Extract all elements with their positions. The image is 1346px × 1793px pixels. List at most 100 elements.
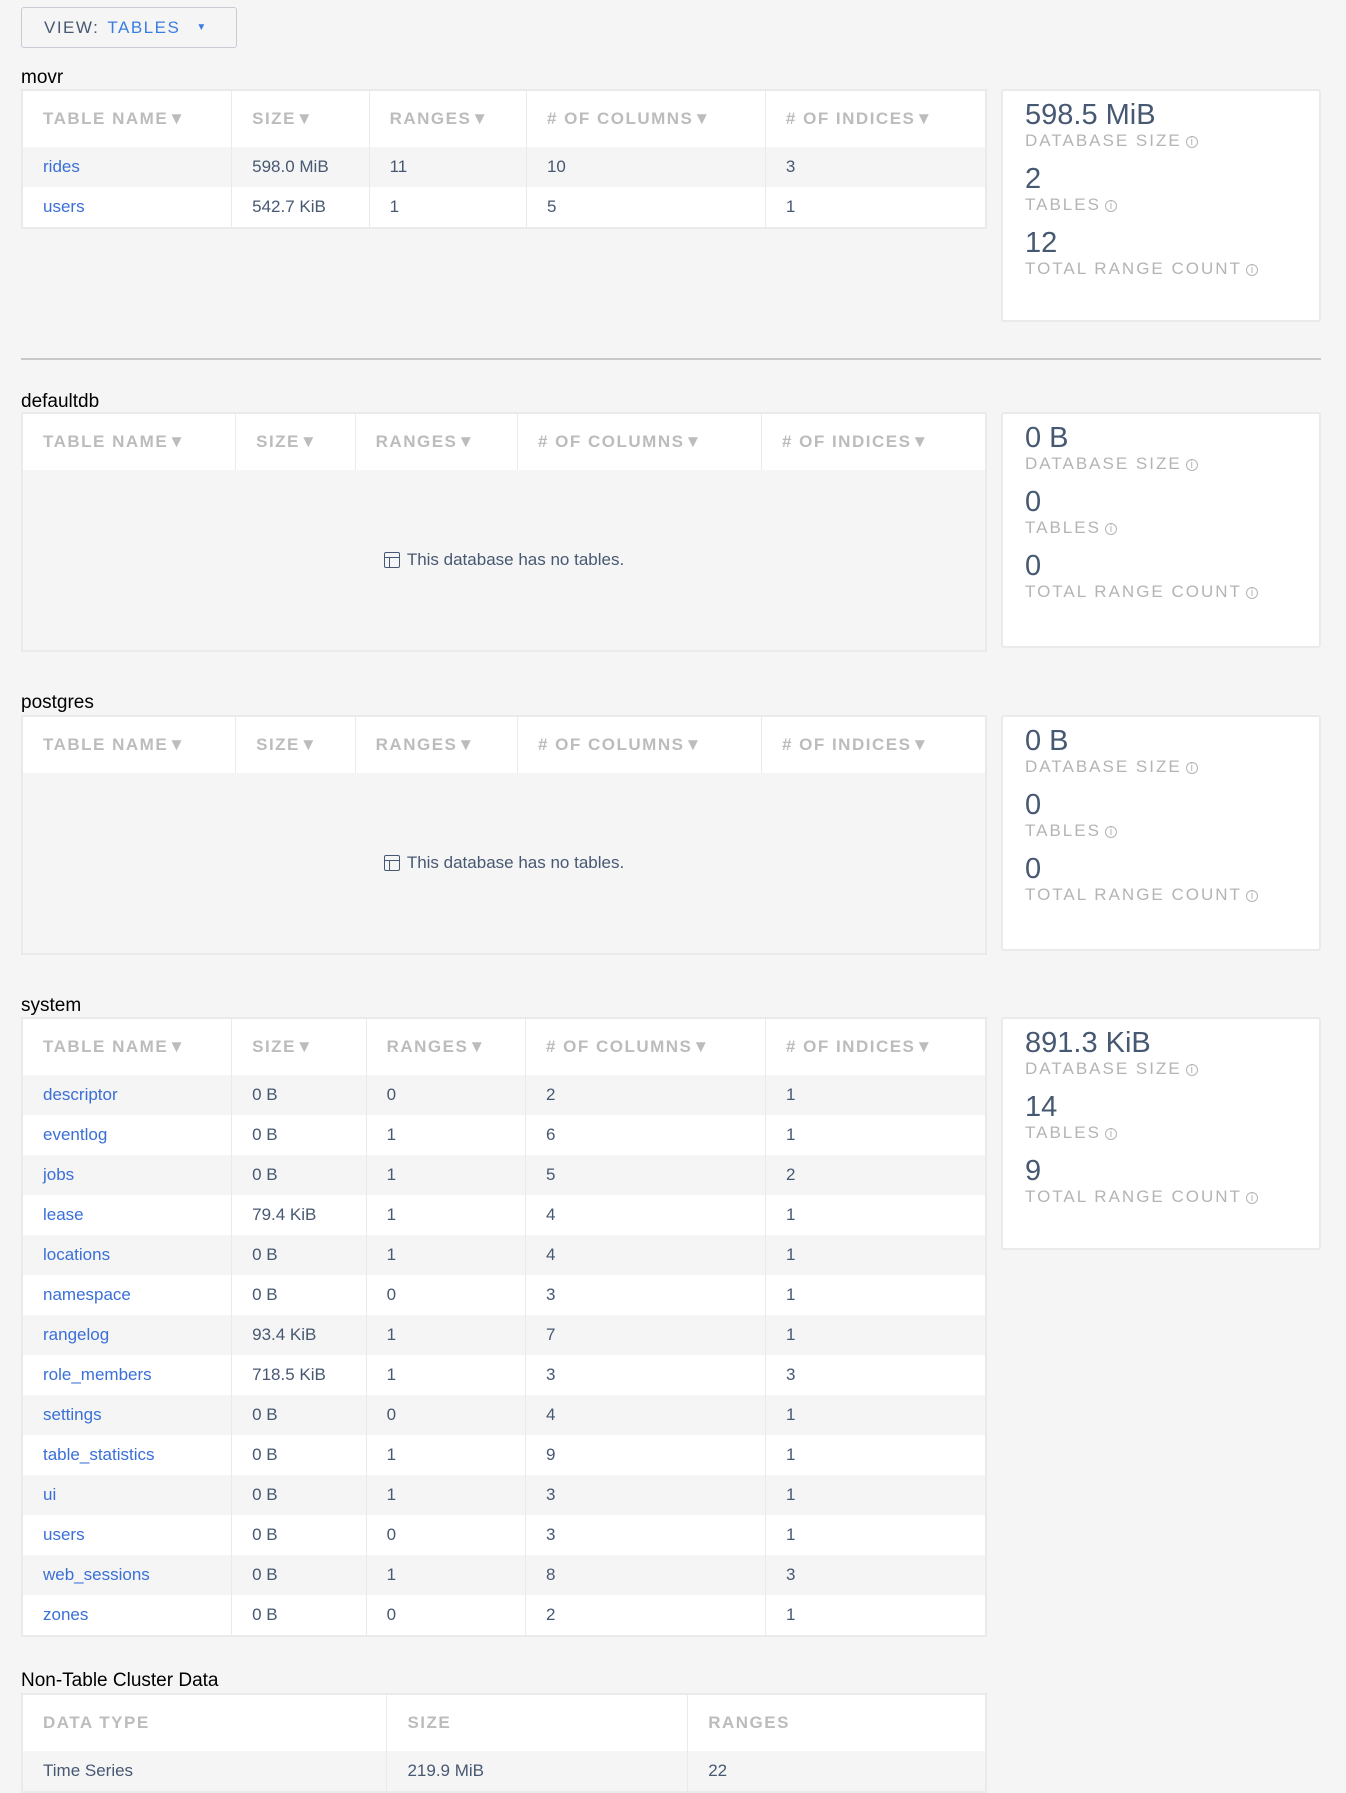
table-cell: 4 — [526, 1395, 766, 1435]
info-icon[interactable]: i — [1185, 136, 1198, 148]
info-icon[interactable]: i — [1245, 890, 1258, 902]
column-header-sort[interactable]: # OF INDICES▼ — [781, 735, 930, 754]
info-icon[interactable]: i — [1185, 1064, 1198, 1076]
info-icon[interactable]: i — [1185, 762, 1198, 774]
table-cell: 0 — [367, 1275, 526, 1315]
info-icon[interactable]: i — [1104, 1128, 1117, 1140]
view-label: VIEW: — [44, 17, 100, 37]
stat-value: 14 — [1025, 1091, 1058, 1123]
table-cell: 1 — [367, 1355, 526, 1395]
database-summary: 891.3 KiB DATABASE SIZE i 14 TABLES i 9 TOTAL R… — [1001, 1017, 1321, 1250]
table-cell: 5 — [526, 1155, 766, 1195]
stat-label: TOTAL RANGE COUNT i — [1025, 885, 1297, 905]
column-header-sort[interactable]: RANGES▼ — [370, 91, 527, 147]
stat-label: TOTAL RANGE COUNT i — [1025, 1187, 1297, 1207]
table-name-link[interactable]: ui — [43, 1485, 57, 1504]
table-cell: rides — [23, 147, 233, 187]
column-header-sort[interactable]: TABLE NAME▼ — [23, 1019, 233, 1075]
table-cell: 542.7 KiB — [232, 187, 370, 227]
table-cell: 1 — [785, 1245, 796, 1264]
column-header-sort[interactable]: SIZE▼ — [236, 414, 356, 470]
database-title: defaultdb — [21, 391, 100, 412]
table-name-link[interactable]: users — [43, 197, 85, 216]
tables-table: TABLE NAME▼ SIZE▼ RANGES▼ # OF COLUMNS▼ # OF… — [21, 1017, 987, 1637]
column-header-sort[interactable]: # OF INDICES▼ — [785, 1037, 934, 1056]
info-icon[interactable]: i — [1104, 826, 1117, 838]
column-header-sort[interactable]: # OF INDICES▼ — [785, 109, 934, 128]
stat-value: 598.5 MiB — [1025, 99, 1156, 131]
column-header-sort[interactable]: # OF COLUMNS▼ — [526, 1019, 766, 1075]
column-header-sort[interactable]: # OF INDICES▼ — [781, 432, 930, 451]
table-name-link[interactable]: rangelog — [43, 1325, 110, 1344]
column-header-sort[interactable]: RANGES▼ — [356, 414, 518, 470]
table-cell: 1 — [785, 197, 796, 216]
column-header-sort[interactable]: RANGES▼ — [356, 717, 518, 773]
table-cell: 4 — [526, 1195, 766, 1235]
column-header-sort[interactable]: TABLE NAME▼ — [23, 91, 233, 147]
stat-label-text: TOTAL RANGE COUNT — [1025, 259, 1242, 278]
table-name-link[interactable]: table_statistics — [43, 1445, 155, 1464]
summary-stat-ranges: 12 TOTAL RANGE COUNT i — [1025, 227, 1297, 279]
table-cell: 718.5 KiB — [232, 1355, 367, 1395]
table-name-link[interactable]: web_sessions — [43, 1565, 150, 1584]
table-cell: 1 — [785, 1525, 796, 1544]
stat-label: DATABASE SIZE i — [1025, 757, 1297, 777]
table-cell: 0 B — [232, 1075, 367, 1115]
table-header-row: TABLE NAME▼ SIZE▼ RANGES▼ # OF COLUMNS▼ # OF… — [23, 717, 985, 773]
info-icon[interactable]: i — [1245, 1192, 1258, 1204]
table-cell: 1 — [785, 1605, 796, 1624]
column-header-sort[interactable]: TABLE NAME▼ — [23, 414, 237, 470]
table-name-link[interactable]: lease — [43, 1205, 84, 1224]
chevron-down-icon: ▼ — [196, 22, 208, 33]
table-name-link[interactable]: descriptor — [43, 1085, 118, 1104]
column-header-sort[interactable]: TABLE NAME▼ — [23, 717, 237, 773]
column-header-sort[interactable]: # OF COLUMNS▼ — [518, 414, 762, 470]
stat-value: 9 — [1025, 1155, 1042, 1187]
stat-label-text: TABLES — [1025, 1123, 1101, 1142]
table-name-link[interactable]: locations — [43, 1245, 111, 1264]
column-header-sort[interactable]: SIZE▼ — [232, 91, 370, 147]
column-header-sort[interactable]: SIZE▼ — [236, 717, 356, 773]
table-cell: 79.4 KiB — [232, 1195, 367, 1235]
table-name-link[interactable]: eventlog — [43, 1125, 108, 1144]
summary-stat-tables: 0 TABLES i — [1025, 486, 1297, 538]
table-name-link[interactable]: rides — [43, 157, 80, 176]
stat-label-text: DATABASE SIZE — [1025, 454, 1182, 473]
table-cell: 1 — [370, 187, 527, 227]
table-cell: 93.4 KiB — [232, 1315, 367, 1355]
table-name-link[interactable]: role_members — [43, 1365, 152, 1384]
stat-label: DATABASE SIZE i — [1025, 1059, 1297, 1079]
info-icon[interactable]: i — [1245, 587, 1258, 599]
stat-label-text: TABLES — [1025, 821, 1101, 840]
table-name-link[interactable]: users — [43, 1525, 85, 1544]
table-cell: 1 — [367, 1235, 526, 1275]
table-name-link[interactable]: settings — [43, 1405, 102, 1424]
column-header-sort[interactable]: # OF COLUMNS▼ — [518, 717, 762, 773]
column-header-sort[interactable]: # OF COLUMNS▼ — [527, 91, 766, 147]
table-cell: 9 — [526, 1435, 766, 1475]
table-cell: jobs — [23, 1155, 233, 1195]
table-cell: 219.9 MiB — [387, 1751, 689, 1791]
info-icon[interactable]: i — [1185, 459, 1198, 471]
table-cell: 1 — [367, 1475, 526, 1515]
info-icon[interactable]: i — [1104, 200, 1117, 212]
table-cell: 2 — [785, 1165, 796, 1184]
table-cell: 11 — [370, 147, 527, 187]
table-cell: 0 B — [232, 1435, 367, 1475]
empty-message: This database has no tables. — [406, 853, 625, 872]
stat-label: DATABASE SIZE i — [1025, 131, 1297, 151]
info-icon[interactable]: i — [1245, 264, 1258, 276]
stat-label: TABLES i — [1025, 821, 1297, 841]
table-name-link[interactable]: jobs — [43, 1165, 75, 1184]
table-cell: eventlog — [23, 1115, 233, 1155]
table-name-link[interactable]: namespace — [43, 1285, 131, 1304]
column-header-sort[interactable]: SIZE▼ — [232, 1019, 367, 1075]
table-cell: locations — [23, 1235, 233, 1275]
column-header-sort[interactable]: RANGES▼ — [367, 1019, 526, 1075]
view-selector-dropdown[interactable]: VIEW: TABLES ▼ — [21, 7, 237, 48]
table-name-link[interactable]: zones — [43, 1605, 89, 1624]
database-title: system — [21, 995, 82, 1016]
table-cell: 0 B — [232, 1115, 367, 1155]
info-icon[interactable]: i — [1104, 523, 1117, 535]
